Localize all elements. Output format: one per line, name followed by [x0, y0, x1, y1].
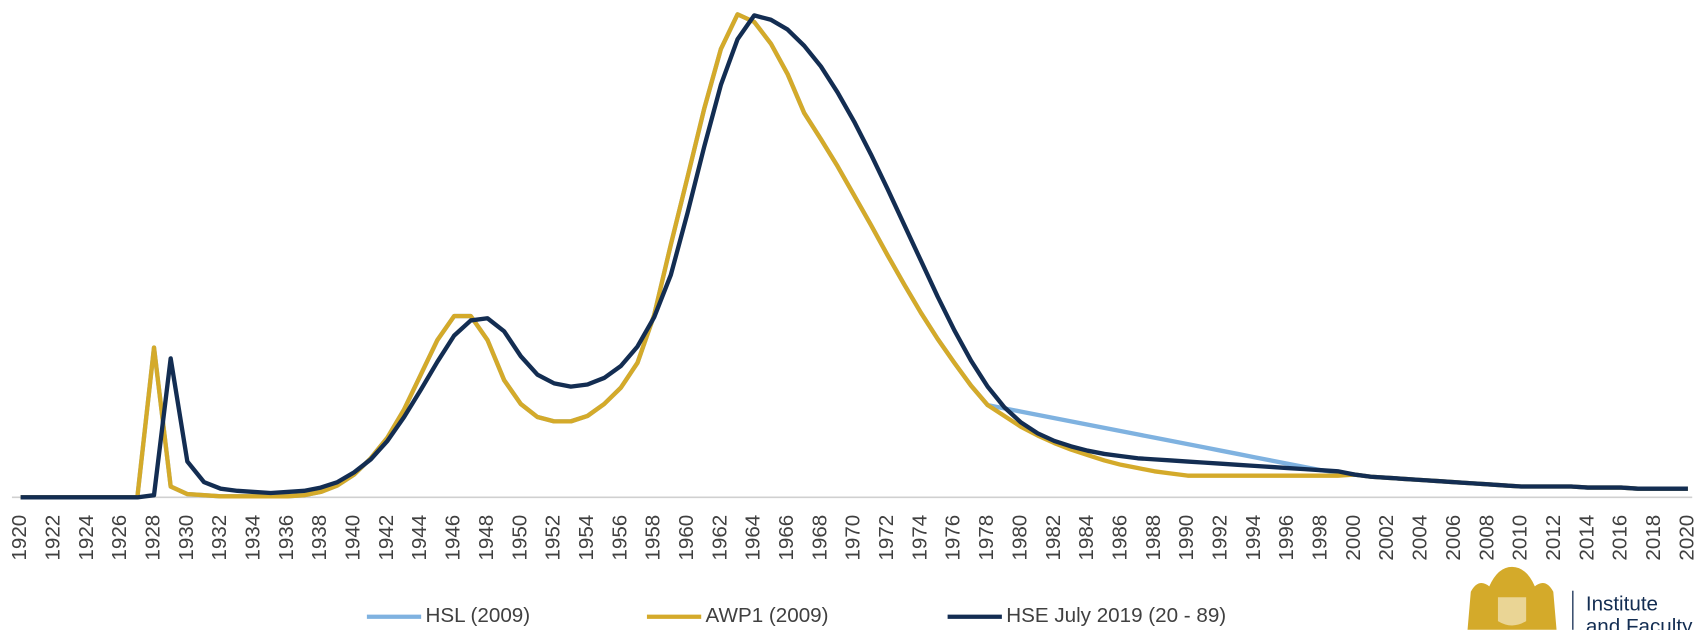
x-tick-label: 1954	[575, 515, 598, 561]
x-tick-label: 2006	[1442, 515, 1465, 561]
x-tick-label: 1958	[642, 515, 665, 561]
x-tick-label: 1962	[708, 515, 731, 561]
x-tick-label: 1934	[241, 515, 264, 561]
x-tick-label: 1964	[742, 515, 765, 561]
x-tick-label: 1956	[608, 515, 631, 561]
logo-shield	[1497, 597, 1527, 626]
legend-label: HSL (2009)	[426, 604, 531, 627]
x-tick-label: 1944	[408, 515, 431, 561]
x-tick-label: 2000	[1342, 515, 1365, 561]
x-tick-label: 2020	[1675, 515, 1698, 561]
x-tick-label: 1974	[908, 515, 931, 561]
x-tick-label: 1968	[808, 515, 831, 561]
x-tick-label: 1992	[1209, 515, 1232, 561]
x-tick-label: 1930	[175, 515, 198, 561]
legend-label: AWP1 (2009)	[706, 604, 829, 627]
x-tick-label: 1920	[8, 515, 31, 561]
x-tick-label: 1950	[508, 515, 531, 561]
x-tick-label: 2004	[1409, 515, 1432, 561]
x-tick-label: 1938	[308, 515, 331, 561]
x-tick-label: 1946	[442, 515, 465, 561]
x-tick-label: 1986	[1108, 515, 1131, 561]
x-tick-label: 1960	[675, 515, 698, 561]
x-tick-label: 1972	[875, 515, 898, 561]
x-tick-label: 1936	[275, 515, 298, 561]
x-tick-label: 1928	[141, 515, 164, 561]
series-line	[20, 13, 1688, 500]
logo: Institute and Faculty	[1467, 566, 1693, 630]
x-tick-label: 2010	[1509, 515, 1532, 561]
x-tick-label: 1994	[1242, 515, 1265, 561]
x-tick-label: 1976	[942, 515, 965, 561]
logo-text: and Faculty	[1586, 615, 1693, 630]
x-tick-label: 2008	[1475, 515, 1498, 561]
x-tick-label: 2012	[1542, 515, 1565, 561]
x-tick-label: 2002	[1375, 515, 1398, 561]
x-tick-label: 1978	[975, 515, 998, 561]
series-line	[20, 12, 1688, 500]
x-tick-label: 1966	[775, 515, 798, 561]
x-tick-label: 1924	[75, 515, 98, 561]
x-tick-label: 1998	[1309, 515, 1332, 561]
x-tick-label: 1996	[1275, 515, 1298, 561]
x-tick-label: 1988	[1142, 515, 1165, 561]
x-tick-label: 2016	[1609, 515, 1632, 561]
x-tick-label: 1982	[1042, 515, 1065, 561]
series-line	[20, 12, 1688, 500]
x-tick-label: 1970	[842, 515, 865, 561]
x-tick-label: 2014	[1575, 515, 1598, 561]
x-tick-label: 1948	[475, 515, 498, 561]
x-tick-label: 1980	[1008, 515, 1031, 561]
x-tick-label: 1940	[342, 515, 365, 561]
logo-text: Institute	[1586, 592, 1658, 615]
x-tick-label: 1926	[108, 515, 131, 561]
x-tick-label: 2018	[1642, 515, 1665, 561]
x-tick-label: 1984	[1075, 515, 1098, 561]
x-tick-label: 1952	[542, 515, 565, 561]
x-tick-label: 1922	[41, 515, 64, 561]
x-tick-label: 1942	[375, 515, 398, 561]
x-tick-label: 1990	[1175, 515, 1198, 561]
x-tick-label: 1932	[208, 515, 231, 561]
legend-label: HSE July 2019 (20 - 89)	[1006, 604, 1226, 627]
